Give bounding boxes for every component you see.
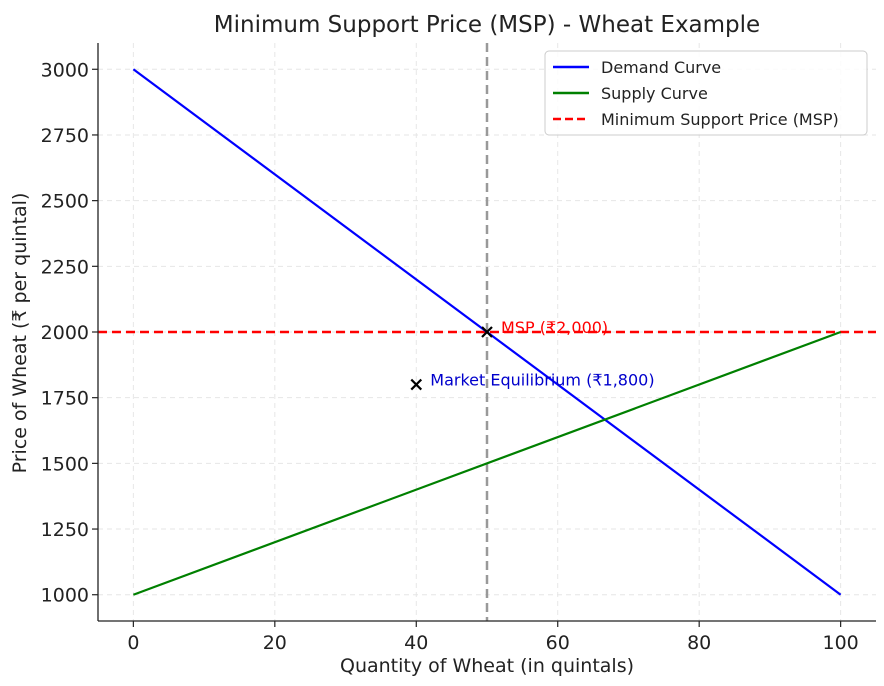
y-tick-label: 1500 bbox=[41, 453, 89, 475]
point-label: Market Equilibrium (₹1,800) bbox=[430, 371, 654, 390]
legend-box bbox=[544, 50, 868, 136]
y-tick-label: 1000 bbox=[41, 585, 89, 607]
point-label: MSP (₹2,000) bbox=[501, 318, 608, 337]
point-marker-stroke bbox=[481, 326, 493, 338]
x-tick-label: 80 bbox=[687, 632, 711, 654]
legend: Demand Curve Supply Curve Minimum Support … bbox=[544, 50, 868, 136]
x-axis-label: Quantity of Wheat (in quintals) bbox=[340, 655, 634, 677]
point-marker bbox=[481, 326, 493, 338]
x-tick-label: 60 bbox=[546, 632, 570, 654]
x-tick-label: 0 bbox=[127, 632, 139, 654]
chart-title: Minimum Support Price (MSP) - Wheat Exam… bbox=[214, 12, 760, 38]
x-tick-label: 20 bbox=[263, 632, 287, 654]
y-axis-label: Price of Wheat (₹ per quintal) bbox=[9, 193, 31, 474]
y-tick-label: 1750 bbox=[41, 388, 89, 410]
y-tick-label: 2500 bbox=[41, 191, 89, 213]
y-tick-label: 2750 bbox=[41, 125, 89, 147]
annotated-points: MSP (₹2,000) Market Equilibrium (₹1,800) bbox=[410, 318, 655, 391]
point-marker-stroke bbox=[410, 378, 423, 391]
x-tick-label: 100 bbox=[823, 632, 859, 654]
y-tick-label: 1250 bbox=[41, 519, 89, 541]
y-tick-label: 2000 bbox=[41, 322, 89, 344]
legend-label: Supply Curve bbox=[601, 84, 708, 103]
legend-label: Demand Curve bbox=[601, 58, 721, 77]
x-tick-label: 40 bbox=[404, 632, 428, 654]
y-tick-label: 2250 bbox=[41, 256, 89, 278]
supply-curve-line bbox=[132, 330, 842, 596]
ticks: 0 20 40 60 80 100 1000 1250 1500 1750 2000 2250 2500… bbox=[41, 59, 859, 654]
y-tick-label: 3000 bbox=[41, 59, 89, 81]
point-marker bbox=[410, 378, 423, 391]
legend-label: Minimum Support Price (MSP) bbox=[601, 110, 839, 129]
